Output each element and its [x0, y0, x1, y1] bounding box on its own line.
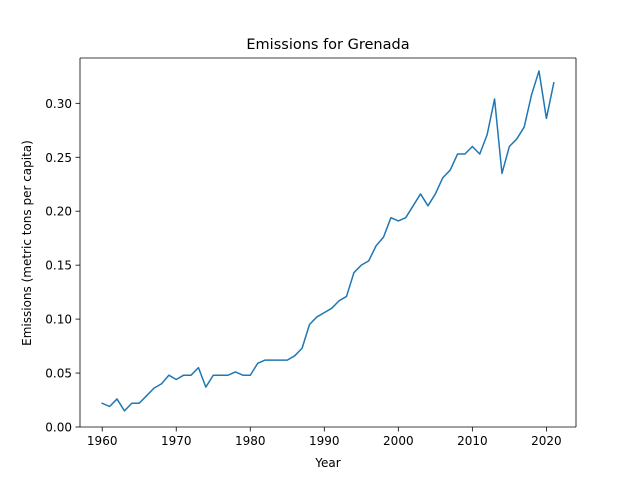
- y-tick-label: 0.30: [45, 97, 72, 111]
- y-axis-label: Emissions (metric tons per capita): [20, 140, 34, 346]
- x-tick-label: 1970: [161, 434, 192, 448]
- x-tick-label: 1990: [309, 434, 340, 448]
- y-tick-label: 0.25: [45, 151, 72, 165]
- y-tick-label: 0.20: [45, 205, 72, 219]
- x-tick-label: 1960: [87, 434, 118, 448]
- series-line-0: [101, 70, 555, 412]
- y-tick-label: 0.10: [45, 313, 72, 327]
- plot-area: 1960 1970 1980 1990 2000 2010 2020 0.00 0.05 0.10…: [45, 57, 577, 448]
- chart-title: Emissions for Grenada: [246, 37, 409, 53]
- x-axis-label: Year: [314, 456, 340, 470]
- y-tick-label: 0.05: [45, 367, 72, 381]
- x-tick-label: 1980: [235, 434, 266, 448]
- x-tick-label: 2010: [457, 434, 488, 448]
- x-tick-label: 2000: [383, 434, 414, 448]
- x-tick-label: 2020: [531, 434, 562, 448]
- y-tick-label: 0.15: [45, 259, 72, 273]
- y-tick-label: 0.00: [45, 421, 72, 435]
